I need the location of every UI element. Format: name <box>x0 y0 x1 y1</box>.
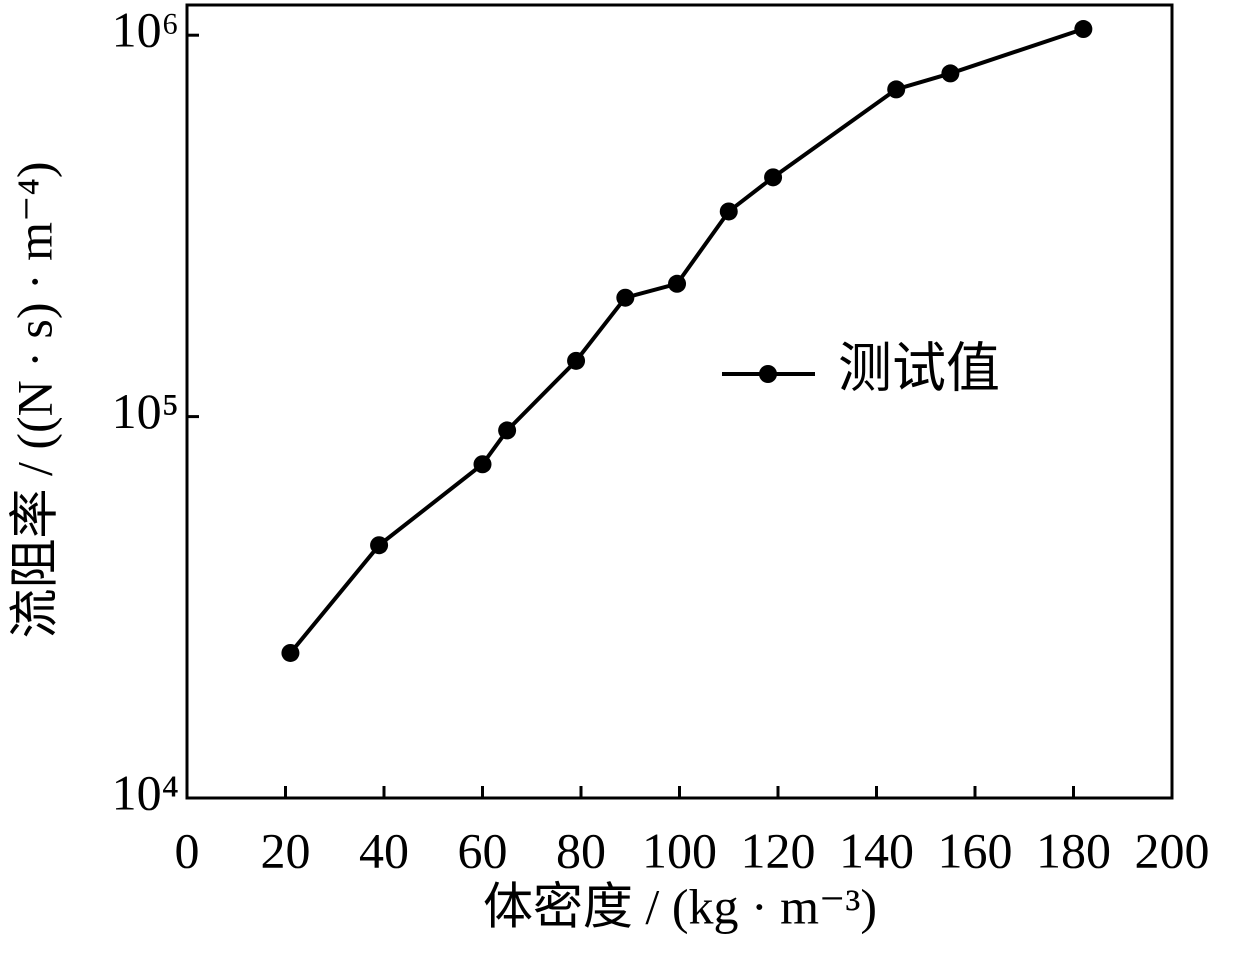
x-tick-label: 20 <box>261 822 311 878</box>
x-tick-label: 160 <box>938 822 1013 878</box>
series-line <box>288 27 1084 655</box>
x-tick-label: 80 <box>556 822 606 878</box>
plot-frame <box>185 3 1174 800</box>
point <box>941 64 960 83</box>
x-tick-label: 40 <box>359 822 409 878</box>
y-axis-label: 流阻率 / ((N · s) · m⁻⁴) <box>6 161 62 638</box>
x-tick-label: 0 <box>175 822 200 878</box>
point <box>719 202 738 221</box>
legend-marker <box>759 365 777 383</box>
legend-label: 测试值 <box>838 338 1000 398</box>
y-tick-label: 10⁴ <box>112 764 179 820</box>
point <box>764 168 783 187</box>
x-axis-label: 体密度 / (kg · m⁻³) <box>483 878 877 934</box>
x-tick-label: 180 <box>1036 822 1111 878</box>
point <box>616 288 635 307</box>
point <box>887 80 906 99</box>
point <box>281 643 300 662</box>
y-tick-label: 10⁵ <box>112 383 179 439</box>
point <box>567 351 586 370</box>
x-tick-label: 120 <box>741 822 816 878</box>
point <box>370 536 389 555</box>
point <box>498 421 517 440</box>
y-tick-label: 10⁶ <box>112 2 179 58</box>
x-tick-label: 200 <box>1135 822 1210 878</box>
point <box>1074 20 1093 39</box>
x-tick-label: 100 <box>642 822 717 878</box>
point <box>473 455 492 474</box>
point <box>668 274 687 293</box>
x-tick-label: 60 <box>458 822 508 878</box>
x-tick-label: 140 <box>839 822 914 878</box>
